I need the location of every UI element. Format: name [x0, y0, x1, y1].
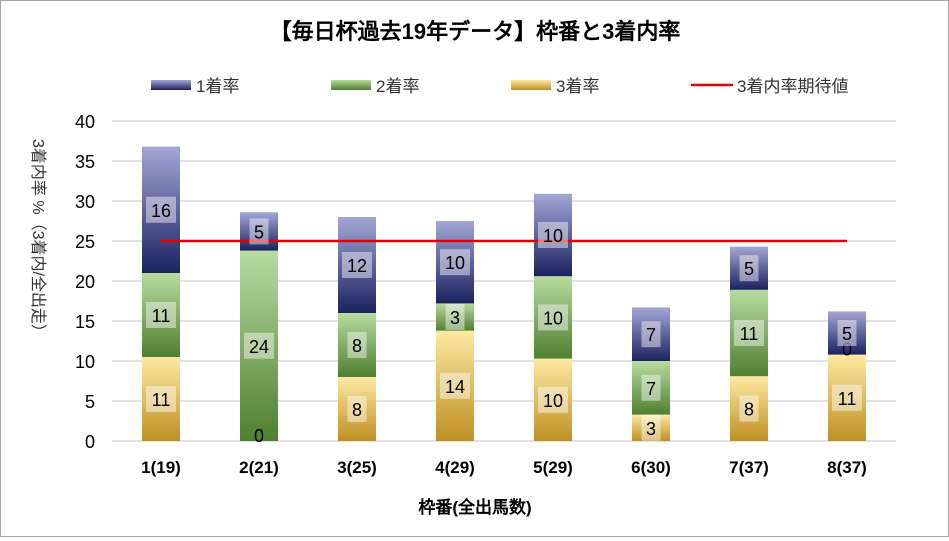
bar-segment-2 [632, 361, 670, 415]
legend-label: 3着内率期待値 [737, 77, 848, 96]
data-label: 10 [543, 308, 563, 328]
data-label-bg [832, 384, 862, 411]
bar-segment-1 [142, 357, 180, 441]
y-tick-label: 10 [75, 352, 95, 372]
data-label: 7 [646, 379, 656, 399]
data-label-bg [739, 255, 759, 282]
data-label: 10 [543, 391, 563, 411]
data-label: 10 [543, 226, 563, 246]
data-label: 11 [838, 389, 857, 409]
data-label: 5 [254, 222, 264, 242]
data-label: 5 [842, 324, 852, 344]
y-tick-label: 30 [75, 192, 95, 212]
legend-label: 1着率 [196, 77, 239, 96]
legend-label: 2着率 [376, 77, 419, 96]
x-tick-label: 6(30) [631, 458, 671, 477]
data-label: 7 [646, 325, 656, 345]
y-tick-label: 25 [75, 232, 95, 252]
data-label-bg [837, 320, 857, 346]
y-axis-title: 3着内率 %（3着内/全出走） [29, 139, 47, 340]
bar-segment-1 [436, 330, 474, 441]
data-label: 8 [352, 400, 362, 420]
data-label-bg [445, 304, 465, 330]
bar-segment-3 [632, 307, 670, 361]
legend-swatch [331, 80, 371, 90]
legend-swatch [151, 80, 191, 90]
data-label: 3 [646, 419, 656, 439]
bar-segment-3 [730, 246, 768, 290]
bar-segment-3 [534, 193, 572, 277]
data-label-bg [538, 304, 568, 331]
data-label-bg [146, 302, 176, 328]
data-label: 11 [740, 324, 759, 344]
chart-title: 【毎日杯過去19年データ】枠番と3着内率 [270, 19, 681, 44]
data-label-bg [347, 396, 367, 422]
bar-segment-2 [436, 303, 474, 331]
data-label-bg [641, 321, 661, 348]
data-label: 16 [151, 201, 171, 221]
data-label: 14 [445, 377, 465, 397]
x-axis-title: 枠番(全出馬数) [418, 497, 531, 517]
bar-segment-3 [828, 311, 866, 355]
y-tick-label: 35 [75, 152, 95, 172]
bar-segment-2 [730, 289, 768, 377]
legend-swatch [511, 80, 551, 90]
data-label-bg [146, 386, 176, 412]
y-tick-label: 5 [85, 392, 95, 412]
data-label: 0 [842, 340, 852, 360]
data-label-bg [734, 320, 764, 346]
data-label-bg [641, 414, 661, 441]
bar-segment-1 [632, 414, 670, 441]
bar-segment-3 [240, 212, 278, 251]
data-label-bg [641, 374, 661, 401]
bar-segment-2 [338, 313, 376, 377]
y-tick-label: 15 [75, 312, 95, 332]
data-label-bg [146, 196, 176, 223]
bar-segment-2 [142, 273, 180, 357]
data-label-bg [249, 218, 269, 245]
data-label-bg [244, 332, 274, 359]
x-tick-label: 8(37) [827, 458, 867, 477]
x-tick-label: 4(29) [435, 458, 475, 477]
bar-segment-2 [240, 250, 278, 441]
data-label: 3 [450, 308, 460, 328]
data-label: 10 [445, 253, 465, 273]
x-tick-label: 3(25) [337, 458, 377, 477]
data-label: 8 [352, 336, 362, 356]
data-label-bg [347, 332, 367, 358]
x-tick-label: 1(19) [141, 458, 181, 477]
data-label: 0 [254, 426, 264, 446]
x-tick-label: 5(29) [533, 458, 573, 477]
bar-segment-2 [534, 276, 572, 359]
x-tick-label: 7(37) [729, 458, 769, 477]
data-label: 11 [152, 306, 171, 326]
data-label-bg [440, 249, 470, 276]
bar-segment-1 [534, 358, 572, 441]
data-label: 5 [744, 259, 754, 279]
data-label-bg [342, 252, 372, 278]
bar-segment-3 [338, 217, 376, 313]
data-label: 12 [347, 256, 367, 276]
y-tick-label: 0 [85, 432, 95, 452]
bar-segment-3 [436, 221, 474, 304]
bar-segment-1 [730, 376, 768, 441]
legend: 1着率 2着率 3着率 3着内率期待値 [151, 77, 848, 96]
data-label-bg [739, 395, 759, 422]
y-tick-label: 20 [75, 272, 95, 292]
bar-segment-1 [828, 354, 866, 441]
y-tick-label: 40 [75, 112, 95, 132]
bar-segment-3 [142, 146, 180, 273]
data-label-bg [440, 372, 470, 399]
legend-label: 3着率 [556, 77, 599, 96]
bar-segment-1 [338, 377, 376, 441]
x-tick-label: 2(21) [239, 458, 279, 477]
data-label: 8 [744, 400, 754, 420]
data-label: 11 [152, 390, 171, 410]
data-label-bg [538, 386, 568, 413]
data-label-bg [538, 222, 568, 248]
data-label: 24 [249, 337, 269, 357]
